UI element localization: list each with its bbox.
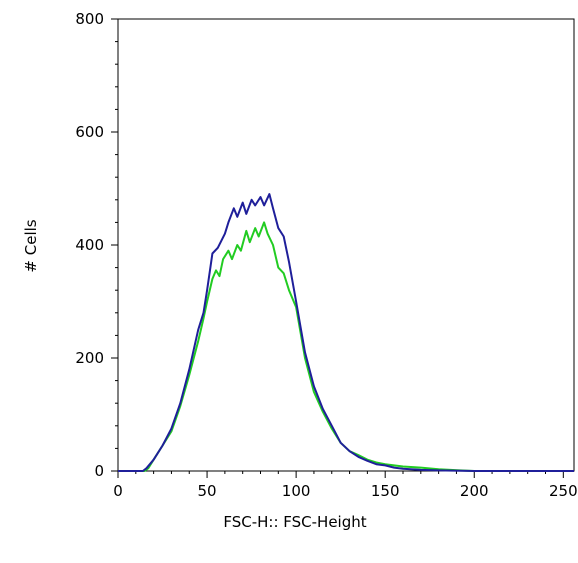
x-tick-label: 200 (460, 482, 489, 500)
y-tick-label: 0 (94, 462, 104, 480)
x-tick-label: 100 (282, 482, 311, 500)
y-axis-title: # Cells (22, 219, 40, 272)
x-tick-label: 0 (113, 482, 123, 500)
y-tick-label: 200 (75, 349, 104, 367)
series-line-1 (118, 221, 574, 472)
plot-area-frame (117, 18, 575, 472)
y-axis: 0 200 400 600 800 (75, 10, 118, 480)
x-tick-label: 150 (371, 482, 400, 500)
y-tick-label: 600 (75, 123, 104, 141)
x-axis: 0 50 100 150 200 250 (113, 471, 578, 500)
x-tick-label: 50 (198, 482, 217, 500)
y-tick-label: 800 (75, 10, 104, 28)
series-layer (118, 193, 574, 472)
x-axis-title: FSC-H:: FSC-Height (223, 513, 366, 531)
y-tick-label: 400 (75, 236, 104, 254)
series-line-0 (118, 193, 574, 472)
x-tick-label: 250 (549, 482, 578, 500)
